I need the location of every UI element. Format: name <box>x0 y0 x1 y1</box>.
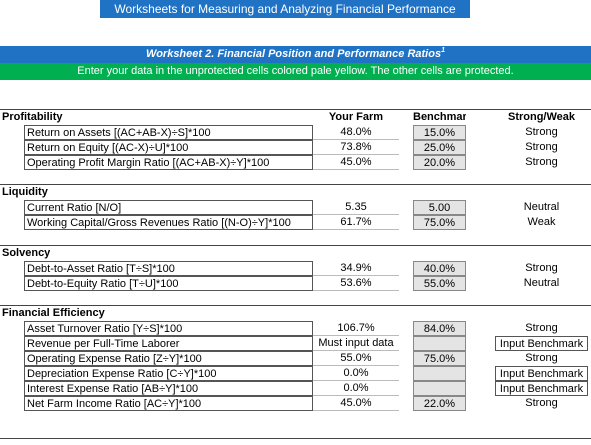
your-farm-value: 73.8% <box>313 140 399 155</box>
benchmark-value: 55.0% <box>413 276 466 291</box>
status: Strong <box>525 262 558 274</box>
status: Strong <box>525 141 558 153</box>
section-name: Liquidity <box>2 186 48 198</box>
section-name: Profitability <box>2 111 63 123</box>
column-header: Your Farm <box>328 111 384 123</box>
your-farm-value: 45.0% <box>313 155 399 170</box>
status: Input Benchmark <box>495 336 588 351</box>
your-farm-value: 106.7% <box>313 321 399 336</box>
status: Strong <box>525 126 558 138</box>
section-rule <box>0 184 591 185</box>
status: Strong <box>525 322 558 334</box>
rule <box>0 438 591 439</box>
column-header: Benchmark <box>413 111 466 123</box>
ratio-label: Revenue per Full-Time Laborer <box>24 336 313 351</box>
benchmark-value: 20.0% <box>413 155 466 170</box>
ratio-label: Depreciation Expense Ratio [C÷Y]*100 <box>24 366 313 381</box>
ratio-label: Return on Assets [(AC+AB-X)÷S]*100 <box>24 125 313 140</box>
your-farm-value: Must input data <box>313 336 399 351</box>
ratio-label: Operating Profit Margin Ratio [(AC+AB-X)… <box>24 155 313 170</box>
benchmark-value: 15.0% <box>413 125 466 140</box>
footnote-mark: 1 <box>441 47 445 54</box>
benchmark-value: 25.0% <box>413 140 466 155</box>
subtitle-band: Worksheet 2. Financial Position and Perf… <box>0 46 591 63</box>
benchmark-value: 75.0% <box>413 351 466 366</box>
benchmark-value: 5.00 <box>413 200 466 215</box>
ratio-label: Net Farm Income Ratio [AC÷Y]*100 <box>24 396 313 411</box>
status: Strong <box>525 397 558 409</box>
status: Neutral <box>523 201 560 213</box>
ratio-label: Working Capital/Gross Revenues Ratio [(N… <box>24 215 313 230</box>
your-farm-value: 45.0% <box>313 396 399 411</box>
your-farm-value: 48.0% <box>313 125 399 140</box>
title: Worksheets for Measuring and Analyzing F… <box>100 0 470 18</box>
benchmark-empty <box>413 381 466 396</box>
benchmark-value: 75.0% <box>413 215 466 230</box>
section-rule <box>0 109 591 110</box>
status: Weak <box>527 216 556 228</box>
your-farm-value: 0.0% <box>313 381 399 396</box>
your-farm-value: 0.0% <box>313 366 399 381</box>
subtitle: Worksheet 2. Financial Position and Perf… <box>146 48 442 60</box>
status: Strong <box>525 156 558 168</box>
ratio-label: Return on Equity [(AC-X)÷U]*100 <box>24 140 313 155</box>
ratio-label: Current Ratio [N/O] <box>24 200 313 215</box>
your-farm-value: 5.35 <box>313 200 399 215</box>
ratio-label: Interest Expense Ratio [AB÷Y]*100 <box>24 381 313 396</box>
section-name: Financial Efficiency <box>2 307 105 319</box>
ratio-label: Debt-to-Asset Ratio [T÷S]*100 <box>24 261 313 276</box>
your-farm-value: 34.9% <box>313 261 399 276</box>
benchmark-value: 22.0% <box>413 396 466 411</box>
section-rule <box>0 305 591 306</box>
status: Strong <box>525 352 558 364</box>
benchmark-value: 84.0% <box>413 321 466 336</box>
benchmark-empty <box>413 336 466 351</box>
instructions: Enter your data in the unprotected cells… <box>0 63 591 80</box>
your-farm-value: 61.7% <box>313 215 399 230</box>
ratio-label: Asset Turnover Ratio [Y÷S]*100 <box>24 321 313 336</box>
benchmark-empty <box>413 366 466 381</box>
section-rule <box>0 245 591 246</box>
ratio-label: Debt-to-Equity Ratio [T÷U]*100 <box>24 276 313 291</box>
column-header: Strong/Weak <box>507 111 576 123</box>
your-farm-value: 55.0% <box>313 351 399 366</box>
section-name: Solvency <box>2 247 51 259</box>
your-farm-value: 53.6% <box>313 276 399 291</box>
status: Neutral <box>523 277 560 289</box>
benchmark-value: 40.0% <box>413 261 466 276</box>
status: Input Benchmark <box>495 381 588 396</box>
ratio-label: Operating Expense Ratio [Z÷Y]*100 <box>24 351 313 366</box>
status: Input Benchmark <box>495 366 588 381</box>
